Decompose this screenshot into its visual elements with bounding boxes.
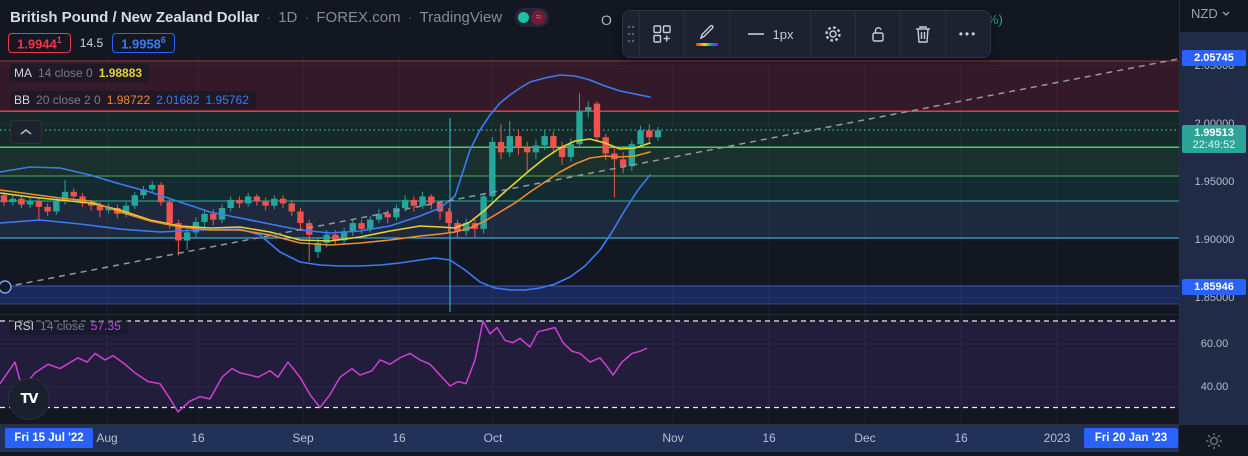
bid-price-box[interactable]: 1.99441 <box>8 33 71 54</box>
time-axis[interactable]: Aug 16 Sep 16 Oct Nov 16 Dec 16 2023 Fri 15 Jul '2… <box>0 424 1179 453</box>
time-tick: 2023 <box>1043 431 1071 445</box>
time-tick: 16 <box>954 431 968 445</box>
line-thickness-icon <box>747 33 764 35</box>
symbol-header-row: British Pound / New Zealand Dollar · 1D … <box>10 8 550 27</box>
drawing-level-badge: 2.05745 <box>1182 50 1246 66</box>
trash-icon <box>916 26 930 43</box>
wave-toggle-icon: ≈ <box>531 10 547 25</box>
ma-name: MA <box>14 66 32 80</box>
time-tick: Dec <box>854 431 876 445</box>
bb-params: 20 close 2 0 <box>36 93 101 107</box>
tradingview-logo[interactable]: TV <box>8 378 50 420</box>
date-range-badge: Fri 15 Jul '22 <box>5 428 93 448</box>
time-tick: 16 <box>392 431 406 445</box>
gear-icon <box>825 26 841 42</box>
bb-name: BB <box>14 93 31 107</box>
platform-label: TradingView <box>419 9 503 26</box>
rsi-legend-row[interactable]: RSI 14 close 57.35 <box>10 317 128 335</box>
time-tick: Oct <box>483 431 503 445</box>
chevron-up-icon <box>20 128 32 135</box>
price-axis-highlight <box>1180 32 1248 424</box>
rsi-value: 57.35 <box>90 319 121 333</box>
toolbar-drag-handle[interactable] <box>623 11 639 57</box>
time-tick: 16 <box>762 431 776 445</box>
price-tick: 1.90000 <box>1194 234 1235 246</box>
ask-price-box[interactable]: 1.99586 <box>112 33 175 54</box>
more-options-button[interactable]: ••• <box>945 11 990 57</box>
bb-legend-row[interactable]: BB 20 close 2 0 1.98722 2.01682 1.95762 <box>10 91 256 109</box>
template-button[interactable] <box>639 11 684 57</box>
chevron-down-icon <box>1222 11 1230 16</box>
layout-template-icon <box>653 25 671 43</box>
bb-basis-value: 1.98722 <box>106 93 151 107</box>
time-tick: Nov <box>662 431 684 445</box>
date-range-badge: Fri 20 Jan '23 <box>1084 428 1178 448</box>
price-tick: 1.85000 <box>1194 292 1235 304</box>
separator-dot: · <box>266 9 272 26</box>
time-axis-settings[interactable] <box>1179 424 1248 456</box>
rsi-tick: 60.00 <box>1200 338 1229 350</box>
bb-lower-value: 1.95762 <box>205 93 249 107</box>
drawing-toolbar: 1px ••• <box>622 10 991 58</box>
lock-button[interactable] <box>855 11 900 57</box>
bb-upper-value: 2.01682 <box>156 93 200 107</box>
time-tick: Aug <box>96 431 118 445</box>
line-width-label: 1px <box>772 26 794 42</box>
unlock-icon <box>872 27 884 42</box>
axis-settings-sun-icon <box>1205 433 1222 449</box>
line-color-button[interactable] <box>684 11 729 57</box>
bottom-strip <box>0 452 1179 456</box>
ellipsis-icon: ••• <box>958 27 978 41</box>
line-width-button[interactable]: 1px <box>729 11 810 57</box>
rsi-params: 14 close <box>40 319 85 333</box>
rsi-name: RSI <box>14 319 35 333</box>
time-tick: Sep <box>292 431 314 445</box>
pencil-icon <box>699 24 714 39</box>
price-tick: 1.95000 <box>1194 176 1235 188</box>
color-rainbow-bar <box>696 42 718 46</box>
settings-button[interactable] <box>810 11 855 57</box>
currency-dropdown[interactable]: NZD <box>1191 6 1230 21</box>
ma-legend-row[interactable]: MA 14 close 0 1.98883 <box>10 64 150 82</box>
drag-dots-icon <box>627 25 635 43</box>
separator-dot: · <box>407 9 413 26</box>
legend-collapse-button[interactable] <box>10 120 42 144</box>
price-axis[interactable]: NZD 2.05000 2.00000 1.95000 1.90000 1.85000 6… <box>1179 0 1248 424</box>
symbol-title[interactable]: British Pound / New Zealand Dollar <box>10 9 260 26</box>
toggle-on-icon <box>518 12 530 23</box>
drawing-level-badge: 1.85946 <box>1182 279 1246 295</box>
broker-label[interactable]: FOREX.com <box>316 9 401 26</box>
quote-row: 1.99441 14.5 1.99586 <box>8 33 175 54</box>
ma-params: 14 close 0 <box>38 66 93 80</box>
delete-button[interactable] <box>900 11 945 57</box>
current-price-badge: 1.99513 22:49:52 <box>1182 125 1246 153</box>
rsi-tick: 40.00 <box>1200 381 1229 393</box>
ohlc-open-label: O <box>601 12 612 28</box>
spread-value: 14.5 <box>79 36 104 51</box>
price-chart-canvas[interactable] <box>0 0 1179 424</box>
tv-logo-glyph: TV <box>20 391 39 407</box>
chart-style-toggle[interactable]: ≈ <box>515 8 550 27</box>
interval-label[interactable]: 1D <box>278 9 298 26</box>
separator-dot: · <box>304 9 310 26</box>
time-tick: 16 <box>191 431 205 445</box>
ma-value: 1.98883 <box>98 66 143 80</box>
